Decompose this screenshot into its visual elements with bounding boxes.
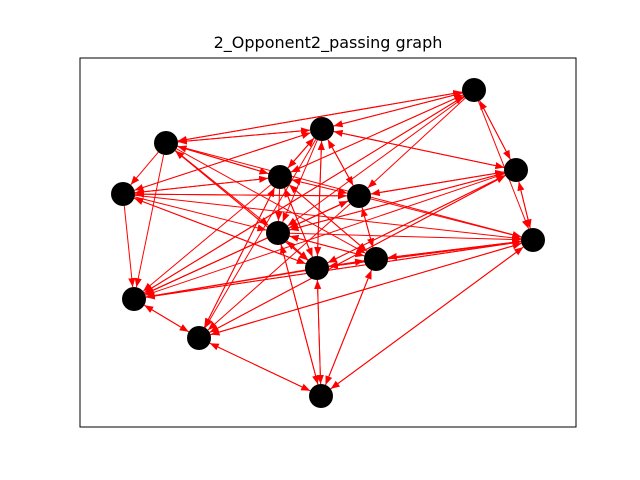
edge bbox=[207, 203, 351, 331]
edge bbox=[143, 95, 465, 294]
edge bbox=[275, 188, 283, 222]
edge bbox=[316, 279, 324, 385]
edge bbox=[288, 184, 368, 252]
edge bbox=[204, 139, 317, 328]
edge bbox=[327, 139, 354, 186]
edge bbox=[142, 184, 272, 292]
edge bbox=[177, 127, 311, 143]
graph-node bbox=[310, 117, 334, 141]
edge bbox=[174, 150, 309, 261]
edge bbox=[330, 246, 524, 390]
plot-frame bbox=[79, 57, 577, 428]
edge bbox=[287, 137, 315, 169]
graph-node bbox=[504, 158, 528, 182]
edges-layer bbox=[123, 89, 532, 392]
edge bbox=[367, 97, 466, 189]
edge bbox=[145, 173, 505, 296]
edge bbox=[325, 269, 372, 386]
graph-node bbox=[122, 287, 146, 311]
edge bbox=[144, 237, 268, 295]
edge bbox=[134, 194, 522, 242]
graph-node bbox=[364, 247, 388, 271]
graph-node bbox=[111, 182, 135, 206]
graph-node bbox=[521, 228, 545, 252]
edge bbox=[134, 190, 348, 198]
edge bbox=[316, 140, 325, 257]
edge bbox=[517, 181, 531, 229]
edge bbox=[291, 178, 348, 194]
graph-node bbox=[187, 326, 211, 350]
edge bbox=[175, 150, 269, 226]
edge bbox=[134, 196, 267, 232]
edge bbox=[479, 100, 511, 160]
edge bbox=[289, 232, 522, 244]
edge bbox=[333, 129, 505, 168]
nodes-layer bbox=[111, 78, 545, 408]
edge bbox=[144, 304, 189, 333]
graph-node bbox=[305, 256, 329, 280]
edge bbox=[370, 171, 505, 197]
edge bbox=[280, 244, 320, 385]
graph-node bbox=[268, 165, 292, 189]
edge bbox=[134, 154, 165, 288]
edge bbox=[203, 187, 276, 328]
edge bbox=[134, 197, 306, 265]
edge bbox=[287, 96, 465, 227]
edge bbox=[290, 94, 464, 173]
edge bbox=[387, 240, 522, 261]
edge bbox=[209, 175, 506, 333]
edge bbox=[360, 207, 374, 248]
graph-node bbox=[347, 184, 371, 208]
edge bbox=[289, 234, 365, 257]
edge bbox=[209, 342, 311, 392]
edge bbox=[134, 132, 311, 191]
graph-node bbox=[462, 78, 486, 102]
edge bbox=[333, 91, 463, 127]
graph-node bbox=[309, 384, 333, 408]
edge bbox=[327, 174, 506, 264]
edge bbox=[134, 177, 269, 196]
edge bbox=[289, 172, 505, 232]
edge bbox=[210, 242, 522, 336]
graph-node bbox=[154, 131, 178, 155]
edge bbox=[176, 148, 366, 254]
edge bbox=[177, 145, 269, 175]
graph-node bbox=[266, 221, 290, 245]
graph-title: 2_Opponent2_passing graph bbox=[213, 33, 443, 52]
edge bbox=[130, 151, 159, 186]
edge bbox=[145, 239, 522, 298]
edge bbox=[123, 205, 136, 288]
edge bbox=[177, 89, 463, 142]
